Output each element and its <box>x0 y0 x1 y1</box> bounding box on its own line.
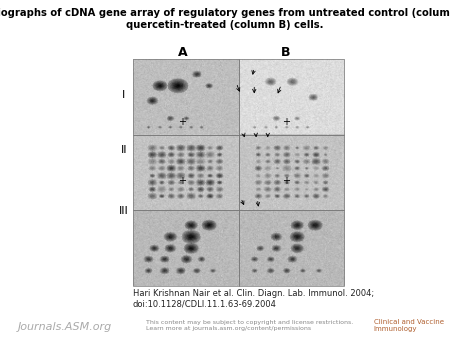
Text: I: I <box>122 90 126 100</box>
Bar <box>133 210 238 286</box>
Text: II: II <box>121 145 127 155</box>
Bar <box>238 59 344 135</box>
Text: This content may be subject to copyright and license restrictions.
Learn more at: This content may be subject to copyright… <box>146 320 354 331</box>
Text: Clinical and Vaccine
Immunology: Clinical and Vaccine Immunology <box>374 319 444 332</box>
Bar <box>133 135 238 210</box>
Text: +: + <box>178 117 186 127</box>
Bar <box>238 135 344 210</box>
Bar <box>133 59 238 135</box>
Text: +: + <box>282 117 290 127</box>
Bar <box>238 210 344 286</box>
Text: +: + <box>282 176 290 186</box>
Text: III: III <box>119 206 129 216</box>
Text: A: A <box>177 46 187 59</box>
Text: Hari Krishnan Nair et al. Clin. Diagn. Lab. Immunol. 2004;
doi:10.1128/CDLI.11.1: Hari Krishnan Nair et al. Clin. Diagn. L… <box>133 289 374 308</box>
Text: Journals.ASM.org: Journals.ASM.org <box>18 322 112 332</box>
Text: Autoradiographs of cDNA gene array of regulatory genes from untreated control (c: Autoradiographs of cDNA gene array of re… <box>0 8 450 30</box>
Text: +: + <box>178 176 186 186</box>
Text: B: B <box>281 46 291 59</box>
